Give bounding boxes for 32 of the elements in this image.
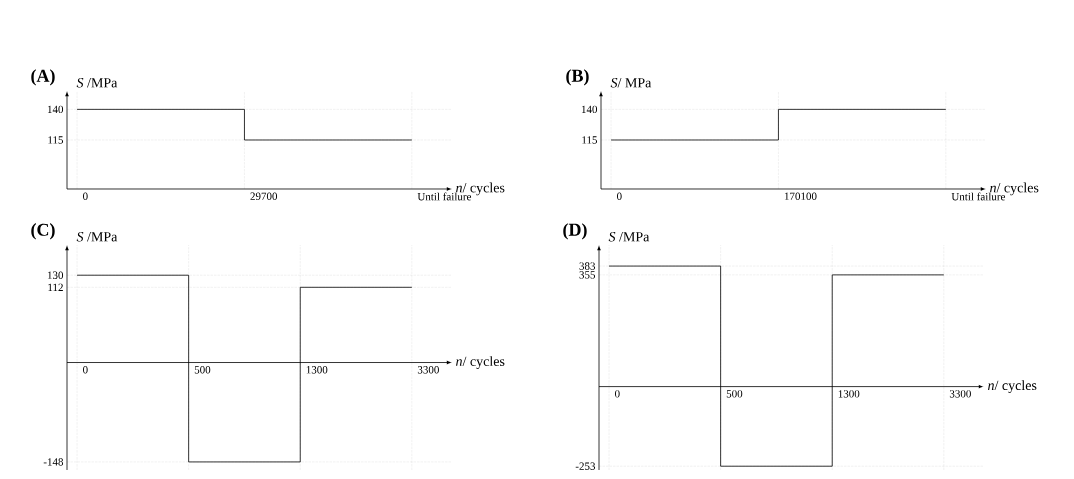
y-axis-title: S /MPa bbox=[76, 232, 118, 242]
chart-title: (C) bbox=[31, 223, 55, 240]
y-axis-title: S /MPa bbox=[608, 232, 650, 242]
y-tick-label: 112 bbox=[48, 283, 63, 291]
y-tick-label: -148 bbox=[43, 458, 64, 466]
y-tick-label: 140 bbox=[47, 105, 64, 114]
y-tick-label: -253 bbox=[575, 462, 596, 470]
chart-title: (B) bbox=[566, 69, 589, 86]
x-tick-label: 170100 bbox=[784, 192, 817, 200]
y-tick-label: 140 bbox=[581, 105, 598, 114]
x-tick-label: 500 bbox=[194, 366, 211, 374]
x-tick-label: 0 bbox=[83, 366, 88, 374]
x-tick-label: 1300 bbox=[306, 366, 328, 374]
x-tick-label: 29700 bbox=[250, 192, 278, 200]
x-tick-label: 3300 bbox=[417, 366, 439, 374]
x-tick-label: 1300 bbox=[838, 390, 860, 398]
y-tick-label: 383 bbox=[579, 262, 596, 270]
chart-title: (D) bbox=[563, 223, 587, 240]
x-tick-label: 0 bbox=[617, 192, 622, 200]
y-axis-title: S /MPa bbox=[76, 78, 118, 88]
x-axis-title: n/ cycles bbox=[456, 356, 505, 369]
y-tick-label: 355 bbox=[579, 271, 596, 279]
x-tick-label: 3300 bbox=[949, 390, 971, 398]
x-tick-label: 500 bbox=[726, 390, 743, 398]
y-tick-label: 115 bbox=[582, 136, 598, 144]
y-axis-title: S/ MPa bbox=[610, 78, 652, 88]
x-tick-label: 0 bbox=[83, 192, 88, 200]
y-tick-label: 115 bbox=[48, 136, 64, 144]
y-tick-label: 130 bbox=[47, 271, 64, 279]
x-tick-label: 0 bbox=[615, 390, 620, 398]
chart-title: (A) bbox=[31, 69, 55, 86]
x-axis-title: n/ cycles bbox=[988, 380, 1037, 393]
